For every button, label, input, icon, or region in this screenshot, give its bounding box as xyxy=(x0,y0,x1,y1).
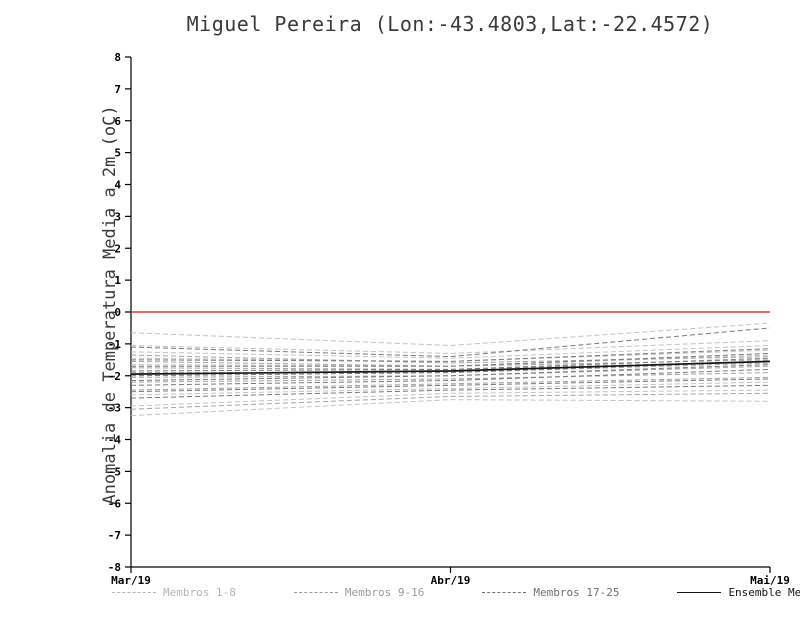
legend-label: Membros 17-25 xyxy=(533,586,620,599)
member-line-group-3 xyxy=(131,352,771,367)
member-line-group-3 xyxy=(130,348,771,362)
y-tick-label: -2 xyxy=(108,370,121,383)
legend-entry-membros-1-8: Membros 1-8 xyxy=(112,586,236,599)
y-tick-label: 3 xyxy=(114,210,121,223)
y-tick-label: -6 xyxy=(108,497,122,510)
member-line-group-3 xyxy=(130,364,771,382)
member-line-group-2 xyxy=(130,365,771,378)
legend-label: Membros 9-16 xyxy=(344,586,425,599)
y-tick-label: 5 xyxy=(114,147,121,160)
y-tick-label: -5 xyxy=(108,465,121,478)
legend-label: Membros 1-8 xyxy=(163,586,236,599)
member-line-group-2 xyxy=(130,376,771,391)
member-line-group-3 xyxy=(130,327,771,358)
ensemble-mean-line xyxy=(130,360,771,376)
legend-entry-membros-9-16: Membros 9-16 xyxy=(293,586,425,599)
legend-entry-membros-17-25: Membros 17-25 xyxy=(482,586,619,599)
y-tick-label: 8 xyxy=(114,51,121,64)
x-tick-label: Mar/19 xyxy=(111,574,151,587)
y-tick-label: 4 xyxy=(114,179,121,192)
legend-line-sample-4 xyxy=(677,592,722,593)
member-line-group-1 xyxy=(130,389,771,407)
member-line-group-1 xyxy=(130,381,771,396)
member-line-group-1 xyxy=(130,399,771,417)
member-line-group-3 xyxy=(130,378,771,393)
legend-line-sample-3 xyxy=(482,592,527,593)
legend: Membros 1-8 Membros 9-16 Membros 17-25 E… xyxy=(112,586,800,599)
y-tick-label: 6 xyxy=(114,115,121,128)
member-line-group-2 xyxy=(130,392,771,410)
member-line-group-1 xyxy=(130,344,771,359)
member-line-group-3 xyxy=(130,357,771,372)
member-line-group-1 xyxy=(130,340,771,354)
member-line-group-2 xyxy=(130,360,771,370)
x-tick-label: Abr/19 xyxy=(431,574,471,587)
legend-line-sample-1 xyxy=(112,592,156,593)
chart-title: Miguel Pereira (Lon:-43.4803,Lat:-22.457… xyxy=(186,12,714,36)
legend-label: Ensemble Mean xyxy=(728,586,800,599)
member-line-group-1 xyxy=(130,349,771,362)
member-line-group-2 xyxy=(130,372,771,383)
y-tick-label: -1 xyxy=(108,338,122,351)
y-tick-label: 1 xyxy=(114,274,121,287)
member-line-group-3 xyxy=(130,368,771,386)
member-line-group-2 xyxy=(130,354,771,364)
y-tick-label: 7 xyxy=(114,83,121,96)
x-tick-label: Mai/19 xyxy=(750,574,790,587)
member-line-group-3 xyxy=(130,384,771,399)
legend-entry-ensemble-mean: Ensemble Mean xyxy=(677,586,800,599)
y-tick-label: 2 xyxy=(114,242,121,255)
y-tick-label: -4 xyxy=(108,434,122,447)
y-tick-label: -8 xyxy=(108,561,121,574)
y-tick-label: -7 xyxy=(108,529,121,542)
member-line-group-2 xyxy=(130,359,771,367)
y-tick-label: 0 xyxy=(114,306,121,319)
legend-line-sample-2 xyxy=(293,592,338,593)
member-line-group-1 xyxy=(130,322,771,346)
y-tick-label: -3 xyxy=(108,402,121,415)
